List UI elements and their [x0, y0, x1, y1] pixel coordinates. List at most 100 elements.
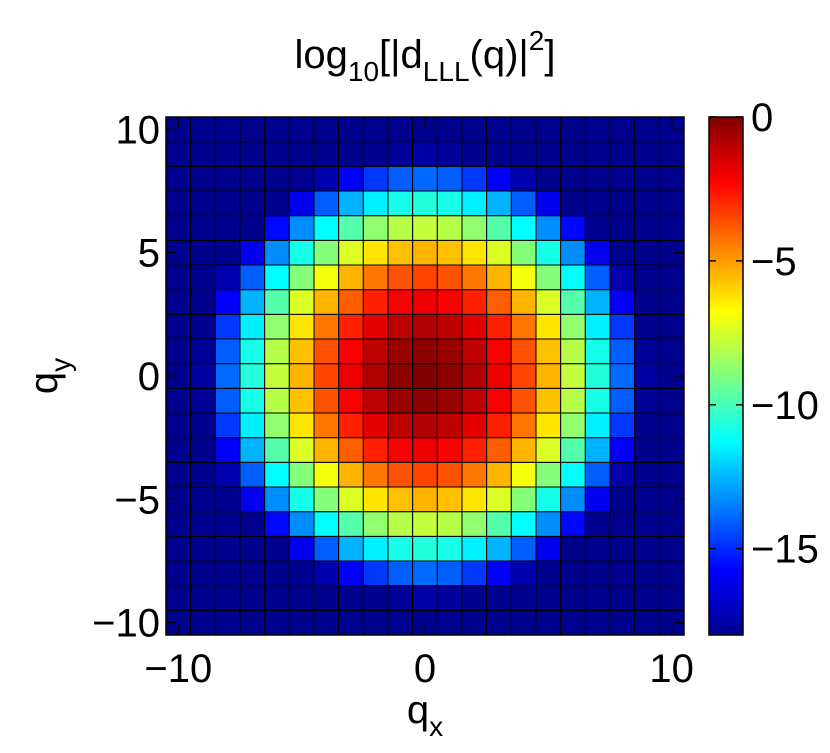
heatmap-cell — [362, 215, 389, 241]
heatmap-cell — [486, 585, 512, 611]
heatmap-cell — [165, 560, 192, 587]
heatmap-cell — [313, 190, 340, 217]
heatmap-cell — [658, 585, 685, 611]
heatmap-cell — [165, 535, 192, 562]
heatmap-cell — [239, 215, 266, 241]
heatmap-cell — [362, 560, 389, 587]
heatmap-cell — [165, 190, 192, 217]
heatmap-cell — [461, 165, 488, 192]
heatmap-cell — [239, 165, 266, 192]
heatmap-cell — [486, 338, 512, 365]
heatmap-cell — [634, 511, 660, 537]
heatmap-cell — [412, 511, 438, 537]
heatmap-cell — [560, 264, 586, 291]
heatmap-cell — [214, 215, 241, 241]
heatmap-cell — [387, 141, 414, 167]
heatmap-cell — [609, 190, 636, 217]
heatmap-cell — [190, 116, 216, 143]
heatmap-cell — [239, 289, 266, 315]
heatmap-cell — [510, 141, 537, 167]
heatmap-cell — [609, 535, 636, 562]
heatmap-cell — [239, 387, 266, 414]
heatmap-cell — [387, 116, 414, 143]
heatmap-cell — [634, 609, 660, 636]
heatmap-cell — [510, 486, 537, 513]
title-bracket-open: [|d — [379, 33, 423, 77]
heatmap-cell — [338, 313, 364, 340]
heatmap-cell — [288, 560, 315, 587]
heatmap-cell — [412, 313, 438, 340]
heatmap-cell — [560, 165, 586, 192]
heatmap-cell — [239, 141, 266, 167]
heatmap-cell — [584, 511, 611, 537]
heatmap-cell — [412, 141, 438, 167]
heatmap-cell — [584, 116, 611, 143]
heatmap-cell — [239, 437, 266, 463]
heatmap-cell — [362, 412, 389, 439]
heatmap-cell — [486, 461, 512, 488]
heatmap-cell — [190, 264, 216, 291]
heatmap-cell — [214, 486, 241, 513]
heatmap-cell — [264, 412, 290, 439]
heatmap-cell — [313, 535, 340, 562]
heatmap-cell — [338, 165, 364, 192]
heatmap-cell — [387, 437, 414, 463]
heatmap-cell — [338, 437, 364, 463]
heatmap-cell — [190, 437, 216, 463]
heatmap-cell — [560, 338, 586, 365]
heatmap-cell — [264, 116, 290, 143]
heatmap-cell — [313, 239, 340, 266]
heatmap-cell — [510, 387, 537, 414]
x-tick-label: 0 — [414, 647, 436, 691]
heatmap-cell — [461, 239, 488, 266]
heatmap-cell — [288, 338, 315, 365]
heatmap-cell — [560, 560, 586, 587]
heatmap-cell — [535, 264, 562, 291]
heatmap-cell — [461, 141, 488, 167]
heatmap-cell — [165, 289, 192, 315]
heatmap-cell — [486, 412, 512, 439]
y-tick-label: −10 — [92, 602, 160, 646]
heatmap-cell — [362, 437, 389, 463]
heatmap-cell — [584, 486, 611, 513]
heatmap-cell — [535, 535, 562, 562]
heatmap-cell — [190, 141, 216, 167]
heatmap-cell — [436, 313, 463, 340]
heatmap-cell — [239, 239, 266, 266]
heatmap-cell — [264, 338, 290, 365]
heatmap-cell — [560, 535, 586, 562]
heatmap-cell — [486, 239, 512, 266]
heatmap-cell — [214, 387, 241, 414]
heatmap-cell — [165, 461, 192, 488]
heatmap-cell — [510, 560, 537, 587]
heatmap-cell — [436, 215, 463, 241]
heatmap-cell — [412, 289, 438, 315]
heatmap-cell — [338, 461, 364, 488]
y-axis-label-subscript: y — [45, 358, 76, 372]
heatmap-cell — [658, 215, 685, 241]
heatmap-cell — [362, 239, 389, 266]
heatmap-cell — [634, 486, 660, 513]
heatmap-cell — [387, 239, 414, 266]
heatmap-cell — [288, 585, 315, 611]
heatmap-cell — [239, 585, 266, 611]
heatmap-cell — [362, 609, 389, 636]
heatmap-cell — [214, 412, 241, 439]
heatmap-cell — [190, 363, 216, 389]
heatmap-cell — [288, 165, 315, 192]
heatmap-cell — [486, 165, 512, 192]
heatmap-cell — [239, 363, 266, 389]
heatmap-cell — [313, 461, 340, 488]
heatmap-cell — [214, 289, 241, 315]
heatmap-cell — [338, 215, 364, 241]
heatmap-cell — [436, 560, 463, 587]
heatmap-cell — [584, 165, 611, 192]
heatmap-cell — [535, 141, 562, 167]
heatmap-cell — [560, 511, 586, 537]
heatmap-cell — [214, 535, 241, 562]
heatmap-cell — [288, 289, 315, 315]
colorbar-ticks — [709, 116, 743, 550]
heatmap-cell — [634, 412, 660, 439]
heatmap-cell — [461, 560, 488, 587]
title-log-subscript: 10 — [348, 56, 379, 87]
